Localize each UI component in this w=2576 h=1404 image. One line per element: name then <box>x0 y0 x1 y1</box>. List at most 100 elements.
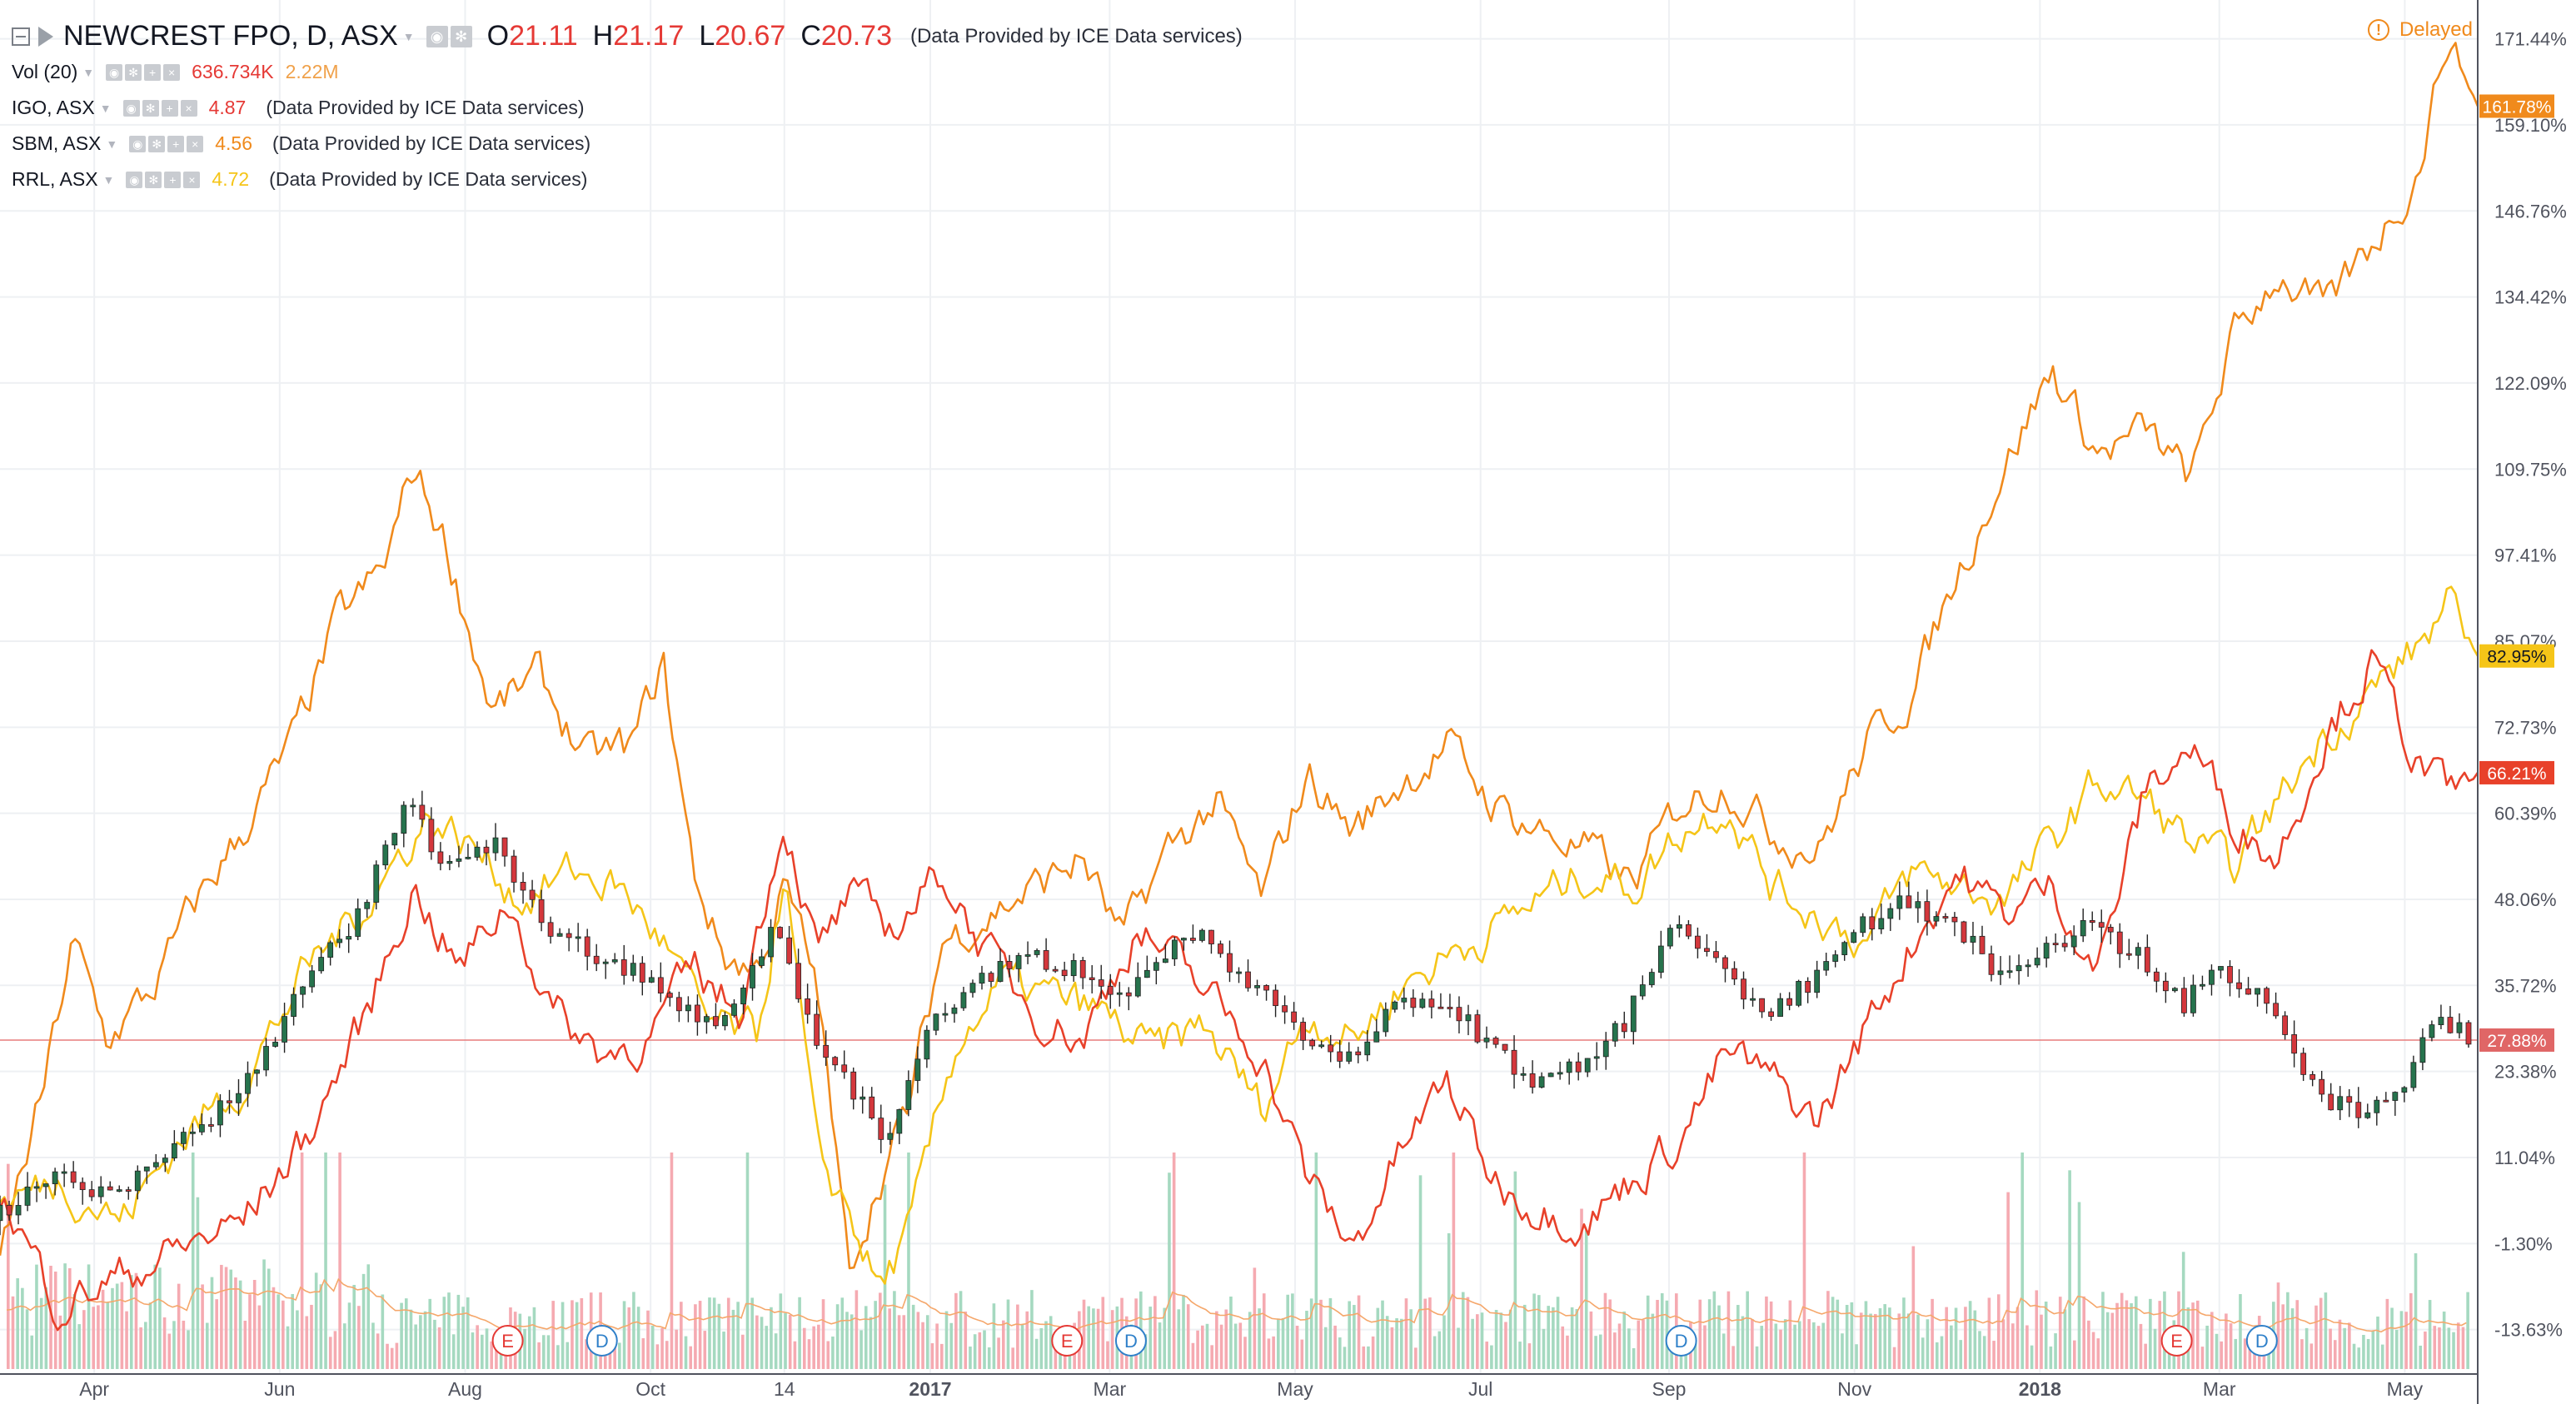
close-icon[interactable]: × <box>163 63 181 81</box>
plus-icon[interactable]: + <box>164 171 182 188</box>
candle-body <box>1557 1072 1563 1075</box>
eye-icon[interactable]: ◉ <box>106 63 123 81</box>
volume-bar <box>1504 1322 1507 1369</box>
volume-bar <box>2205 1325 2209 1369</box>
eye-icon[interactable]: ◉ <box>126 171 143 188</box>
volume-bar <box>1821 1322 1826 1369</box>
chevron-down-icon[interactable]: ▼ <box>402 29 415 43</box>
volume-bar <box>2068 1170 2071 1369</box>
volume-bar <box>1888 1307 1891 1369</box>
volume-bar <box>153 1264 157 1369</box>
volume-bar <box>680 1302 683 1369</box>
volume-bar <box>840 1297 845 1369</box>
volume-bar <box>2158 1301 2162 1369</box>
candle-body <box>1034 950 1040 955</box>
gear-icon[interactable]: ✻ <box>145 171 162 188</box>
gear-icon[interactable]: ✻ <box>148 135 166 152</box>
close-icon[interactable]: × <box>187 135 204 152</box>
volume-bar <box>1096 1308 1100 1369</box>
candle-body <box>2282 1015 2289 1035</box>
eye-icon[interactable]: ◉ <box>122 99 140 117</box>
volume-bar <box>158 1267 162 1369</box>
candle-body <box>208 1124 214 1127</box>
volume-title[interactable]: Vol (20) <box>12 61 78 82</box>
volume-bar <box>2314 1305 2318 1369</box>
volume-bar <box>997 1337 1000 1369</box>
volume-bar <box>874 1301 877 1369</box>
candle-body <box>79 1182 86 1191</box>
gear-icon[interactable]: ✻ <box>450 25 472 47</box>
plus-icon[interactable]: + <box>144 63 162 81</box>
volume-bar <box>2390 1307 2394 1369</box>
volume-bar <box>390 1347 394 1369</box>
close-icon[interactable]: × <box>183 171 201 188</box>
last-value-badge <box>2479 644 2554 668</box>
volume-bar <box>1238 1322 1243 1369</box>
candle-body <box>52 1171 58 1184</box>
candle-body <box>887 1133 894 1140</box>
volume-bar <box>1367 1346 1370 1369</box>
newcrest-candles <box>0 790 2472 1236</box>
candle-body <box>1805 981 1811 993</box>
volume-bar <box>1656 1299 1659 1369</box>
delayed-indicator[interactable]: ! Delayed <box>2367 18 2473 42</box>
volume-bar <box>1603 1292 1607 1369</box>
high-value: 21.17 <box>613 20 685 52</box>
candle-body <box>1860 916 1866 934</box>
candle-body <box>446 860 453 864</box>
volume-bar <box>1698 1299 1702 1369</box>
volume-legend: Vol (20) ▼ ◉ ✻ + × 636.734K 2.22M <box>12 54 1243 90</box>
rrl-title[interactable]: RRL, ASX <box>12 168 98 190</box>
volume-bar <box>1082 1299 1086 1369</box>
volume-bar <box>134 1272 138 1369</box>
collapse-legend-button[interactable] <box>12 27 30 46</box>
chevron-down-icon[interactable]: ▼ <box>106 137 118 151</box>
volume-bar <box>2371 1331 2375 1369</box>
candle-body <box>1483 1038 1490 1043</box>
gear-icon[interactable]: ✻ <box>125 63 142 81</box>
volume-bar <box>760 1317 764 1369</box>
volume-bar <box>2424 1331 2427 1369</box>
volume-bar <box>437 1327 441 1369</box>
y-tick-label: 109.75% <box>2494 459 2567 480</box>
dividend-marker <box>2245 1325 2278 1357</box>
volume-bar <box>333 1331 337 1369</box>
volume-bar <box>120 1282 124 1369</box>
y-tick-label: 11.04% <box>2494 1148 2555 1168</box>
eye-icon[interactable]: ◉ <box>129 135 147 152</box>
candle-body <box>924 1029 930 1060</box>
x-tick-label: May <box>1277 1378 1313 1400</box>
plus-icon[interactable]: + <box>167 135 185 152</box>
sbm-title[interactable]: SBM, ASX <box>12 132 102 154</box>
candle-body <box>905 1080 912 1110</box>
gear-icon[interactable]: ✻ <box>142 99 159 117</box>
chevron-down-icon[interactable]: ▼ <box>82 65 95 79</box>
volume-bar <box>1229 1296 1233 1369</box>
volume-bar <box>495 1347 498 1369</box>
candle-body <box>1180 938 1187 941</box>
chevron-down-icon[interactable]: ▼ <box>99 101 112 115</box>
series-line <box>0 649 2479 1332</box>
volume-bar <box>395 1342 399 1369</box>
volume-bar <box>1978 1331 1981 1369</box>
symbol-title[interactable]: NEWCREST FPO, D, ASX <box>63 20 398 52</box>
candle-body <box>2107 927 2114 933</box>
flag-icon[interactable] <box>38 26 53 47</box>
volume-bar <box>2082 1296 2085 1369</box>
candle-body <box>1584 1058 1591 1073</box>
volume-bar <box>314 1272 318 1369</box>
close-icon[interactable]: × <box>180 99 197 117</box>
igo-title[interactable]: IGO, ASX <box>12 97 95 118</box>
plus-icon[interactable]: + <box>161 99 178 117</box>
volume-bar <box>532 1307 536 1369</box>
chevron-down-icon[interactable]: ▼ <box>102 172 115 187</box>
volume-bar <box>1897 1313 1901 1369</box>
volume-bar <box>63 1263 67 1369</box>
x-tick-label: 2018 <box>2019 1378 2061 1400</box>
eye-icon[interactable]: ◉ <box>426 25 448 47</box>
candle-body <box>1648 972 1655 985</box>
candle-body <box>704 1016 710 1023</box>
candle-body <box>2006 970 2013 973</box>
volume-bar <box>1855 1344 1858 1369</box>
